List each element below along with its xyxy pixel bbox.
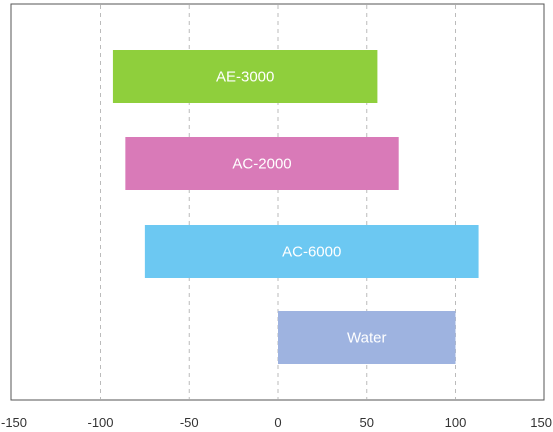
bar-label-ae-3000: AE-3000 [216,69,274,86]
x-tick-label-minus-100: -100 [87,415,113,430]
bar-label-water: Water [347,330,386,347]
x-tick-label-minus-50: -50 [180,415,199,430]
x-axis-ticks: -150 -100 -50 0 50 100 150 [1,415,552,430]
bars: AE-3000 AC-2000 AC-6000 Water [112,50,479,364]
bar-label-ac-6000: AC-6000 [282,244,341,261]
bar-water [278,311,456,364]
x-tick-label-0: 0 [274,415,281,430]
x-tick-label-150: 150 [530,415,552,430]
bar-ac-6000 [144,225,479,278]
x-tick-label-100: 100 [445,415,467,430]
bar-ac-2000 [125,137,399,190]
bar-label-ac-2000: AC-2000 [232,156,291,173]
x-tick-label-50: 50 [360,415,374,430]
bar-ae-3000 [112,50,378,103]
x-tick-label-minus-150: -150 [1,415,27,430]
